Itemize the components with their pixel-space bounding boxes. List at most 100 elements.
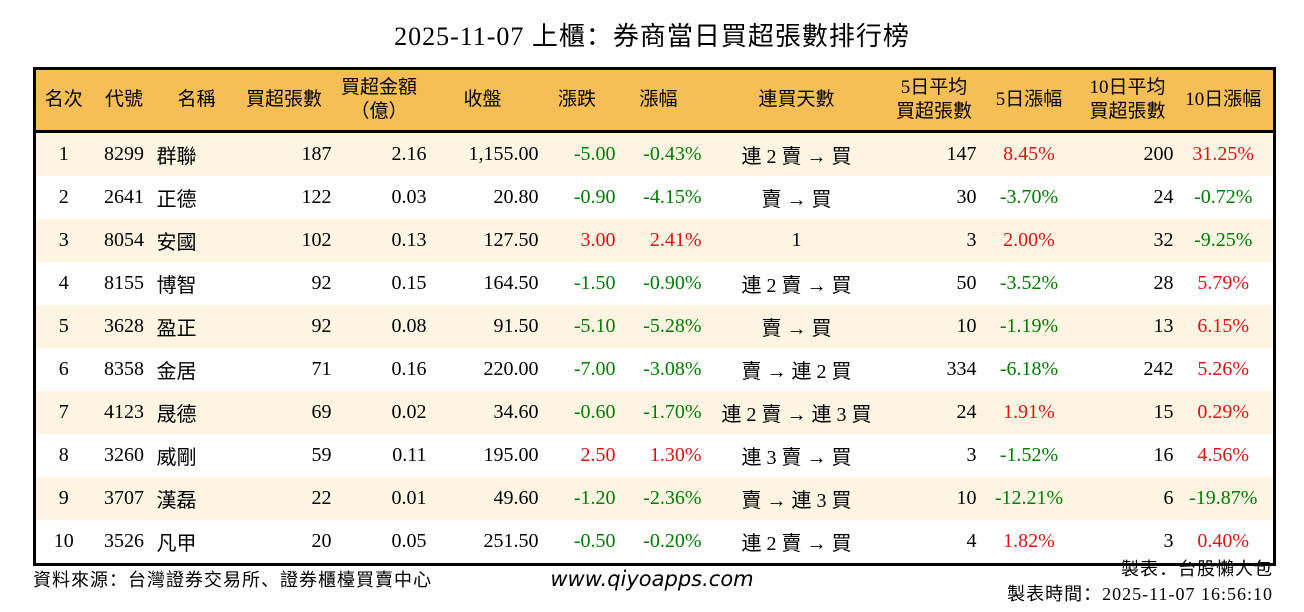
cell-avg10: 15 [1153,401,1174,423]
cell-code: 3628 [104,315,144,337]
table-row: 4 8155 博智 92 0.15 164.50 -1.50 -0.90% 連 2 賣 → 買 5… [34,262,1275,305]
cell-pct10: -9.25% [1194,229,1253,251]
col-header-net-buy: 買超張數 [236,68,332,133]
cell-rank: 8 [58,444,69,466]
col-header-name: 名稱 [156,68,237,133]
cell-change: -1.50 [573,272,616,294]
cell-change: -7.00 [573,358,616,380]
cell-name: 盈正 [156,318,197,340]
cell-code: 2641 [104,186,144,208]
cell-pct5: -1.52% [999,444,1059,466]
cell-amount: 0.08 [391,315,427,337]
cell-change_pct: -3.08% [643,358,702,380]
cell-change_pct: -0.43% [643,143,702,165]
table-header-row: 名次 代號 名稱 買超張數 買超金額 （億） 收盤 漲跌 漲幅 連買天數 5日平… [34,68,1275,133]
cell-pct5: -3.70% [999,186,1059,208]
cell-pct10: 5.26% [1197,358,1250,380]
cell-pct10: 4.56% [1197,444,1250,466]
table-row: 1 8299 群聯 187 2.16 1,155.00 -5.00 -0.43% 連 2 賣 →… [34,131,1275,176]
cell-name: 群聯 [156,146,197,168]
table-row: 3 8054 安國 102 0.13 127.50 3.00 2.41% 1 3 2.00% 32 -9… [34,219,1275,262]
cell-close: 1,155.00 [468,143,539,165]
cell-net_buy: 59 [311,444,332,466]
col-header-avg10: 10日平均 買超張數 [1081,68,1174,133]
cell-avg5: 30 [956,186,977,208]
cell-net_buy: 187 [301,143,332,165]
footer-website: www.qiyoapps.com [550,567,754,591]
cell-name: 威剛 [156,447,197,469]
table-row: 5 3628 盈正 92 0.08 91.50 -5.10 -5.28% 賣 → 買 10 -1.1… [34,305,1275,348]
cell-rank: 2 [58,186,69,208]
cell-streak: 賣 → 連 3 買 [741,490,852,512]
cell-change_pct: 2.41% [649,229,702,251]
cell-pct5: -3.52% [999,272,1059,294]
col-header-avg5: 5日平均 買超張數 [891,68,977,133]
cell-net_buy: 92 [311,272,332,294]
cell-rank: 4 [58,272,69,294]
cell-streak: 賣 → 連 2 買 [741,361,852,383]
cell-avg10: 28 [1153,272,1174,294]
cell-change_pct: -5.28% [643,315,702,337]
cell-pct10: 0.29% [1197,401,1250,423]
cell-rank: 1 [58,143,69,165]
cell-amount: 0.16 [391,358,427,380]
col-header-pct10: 10日漲幅 [1173,68,1275,133]
cell-change: -1.20 [573,487,616,509]
cell-avg10: 16 [1153,444,1174,466]
broker-netbuy-ranking-table: 名次 代號 名稱 買超張數 買超金額 （億） 收盤 漲跌 漲幅 連買天數 5日平… [33,67,1276,566]
cell-pct10: 6.15% [1197,315,1250,337]
cell-change_pct: -1.70% [643,401,702,423]
cell-avg10: 3 [1163,530,1174,552]
cell-name: 凡甲 [156,533,197,555]
cell-avg5: 24 [956,401,977,423]
footer-source: 資料來源：台灣證券交易所、證券櫃檯買賣中心 [33,570,432,590]
cell-code: 8358 [104,358,144,380]
cell-net_buy: 20 [311,530,332,552]
cell-code: 8054 [104,229,144,251]
cell-streak: 賣 → 買 [761,189,832,211]
cell-amount: 0.15 [391,272,427,294]
cell-close: 251.50 [483,530,539,552]
cell-pct5: -1.19% [999,315,1059,337]
cell-rank: 6 [58,358,69,380]
cell-amount: 2.16 [391,143,427,165]
cell-streak: 連 3 賣 → 買 [741,447,852,469]
cell-pct10: 5.79% [1197,272,1250,294]
cell-pct10: -0.72% [1194,186,1253,208]
cell-avg5: 10 [956,315,977,337]
cell-avg10: 6 [1163,487,1174,509]
cell-amount: 0.13 [391,229,427,251]
cell-close: 164.50 [483,272,539,294]
cell-net_buy: 92 [311,315,332,337]
cell-close: 195.00 [483,444,539,466]
table-row: 2 2641 正德 122 0.03 20.80 -0.90 -4.15% 賣 → 買 30 -3.… [34,176,1275,219]
cell-rank: 9 [58,487,69,509]
cell-streak: 連 2 賣 → 買 [741,146,852,168]
cell-change_pct: -4.15% [643,186,702,208]
cell-avg5: 50 [956,272,977,294]
col-header-streak: 連買天數 [701,68,892,133]
cell-name: 金居 [156,361,197,383]
cell-rank: 7 [58,401,69,423]
cell-change: 3.00 [580,229,616,251]
cell-amount: 0.11 [392,444,427,466]
cell-avg10: 13 [1153,315,1174,337]
cell-pct5: -12.21% [994,487,1064,509]
cell-rank: 5 [58,315,69,337]
cell-code: 3260 [104,444,144,466]
table-row: 9 3707 漢磊 22 0.01 49.60 -1.20 -2.36% 賣 → 連 3 買 10… [34,477,1275,520]
cell-pct10: 31.25% [1192,143,1255,165]
cell-avg10: 242 [1143,358,1174,380]
cell-change_pct: -0.90% [643,272,702,294]
cell-avg10: 32 [1153,229,1174,251]
cell-close: 127.50 [483,229,539,251]
table-row: 7 4123 晟德 69 0.02 34.60 -0.60 -1.70% 連 2 賣 → 連 3… [34,391,1275,434]
page-title: 2025-11-07 上櫃：券商當日買超張數排行榜 [394,22,910,51]
cell-name: 安國 [156,232,197,254]
cell-change_pct: -2.36% [643,487,702,509]
cell-avg5: 10 [956,487,977,509]
cell-net_buy: 122 [301,186,332,208]
cell-close: 20.80 [493,186,539,208]
col-header-rank: 名次 [34,68,92,133]
col-header-amount: 買超金額 （億） [331,68,427,133]
